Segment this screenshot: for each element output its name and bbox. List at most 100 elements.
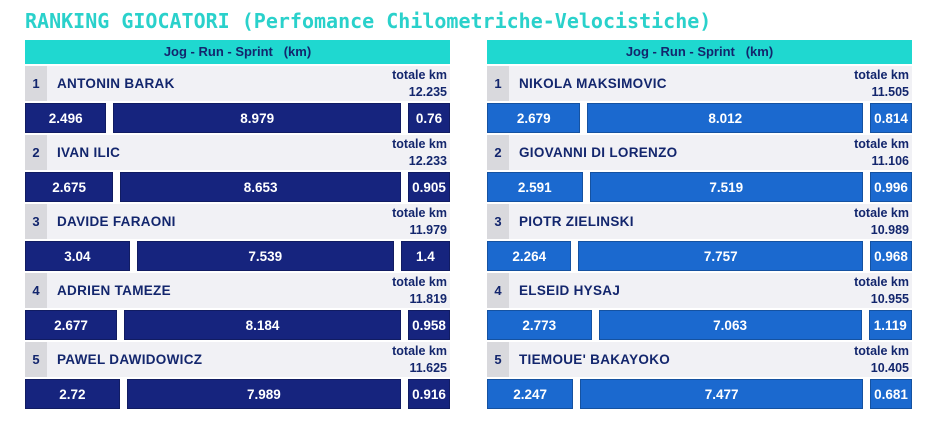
stacked-bar: 2.773 7.063 1.119 [487, 310, 912, 340]
totale-km-label: totale km [854, 206, 909, 221]
sprint-segment: 1.119 [868, 310, 912, 340]
jog-segment: 2.773 [487, 310, 592, 340]
rows: 1 NIKOLA MAKSIMOVIC totale km 11.505 2.6… [487, 66, 912, 409]
stacked-bar: 2.72 7.989 0.916 [25, 379, 450, 409]
sprint-segment: 0.814 [870, 103, 912, 133]
sprint-segment: 0.996 [870, 172, 912, 202]
player-row: 5 TIEMOUE' BAKAYOKO totale km 10.405 2.2… [487, 342, 912, 409]
sprint-segment: 0.916 [408, 379, 450, 409]
stacked-bar: 2.591 7.519 0.996 [487, 172, 912, 202]
totale-km-value: 11.819 [409, 291, 447, 306]
player-name: PIOTR ZIELINSKI [519, 214, 634, 229]
totale-km-label: totale km [392, 206, 447, 221]
player-name: IVAN ILIC [57, 145, 121, 160]
stacked-bar: 3.04 7.539 1.4 [25, 241, 450, 271]
totale-km: totale km 11.979 [392, 205, 450, 238]
player-label-row: 4 ELSEID HYSAJ totale km 10.955 [487, 273, 912, 308]
jog-segment: 2.496 [25, 103, 107, 133]
sprint-segment: 0.76 [408, 103, 450, 133]
sprint-segment: 0.905 [408, 172, 450, 202]
totale-km-value: 10.405 [870, 360, 909, 375]
totale-km: totale km 12.235 [392, 67, 450, 100]
totale-km: totale km 11.505 [854, 67, 912, 100]
rank-badge: 1 [487, 66, 509, 101]
sprint-segment: 1.4 [400, 241, 450, 271]
player-row: 4 ADRIEN TAMEZE totale km 11.819 2.677 8… [25, 273, 450, 340]
ranking-column-right: Jog - Run - Sprint (km) 1 NIKOLA MAKSIMO… [487, 40, 912, 409]
stacked-bar: 2.247 7.477 0.681 [487, 379, 912, 409]
run-segment: 8.653 [120, 172, 401, 202]
player-label-row: 2 GIOVANNI DI LORENZO totale km 11.106 [487, 135, 912, 170]
run-segment: 8.184 [123, 310, 401, 340]
player-row: 2 GIOVANNI DI LORENZO totale km 11.106 2… [487, 135, 912, 202]
player-row: 3 PIOTR ZIELINSKI totale km 10.989 2.264… [487, 204, 912, 271]
jog-segment: 2.679 [487, 103, 581, 133]
totale-km-value: 11.106 [871, 153, 909, 168]
totale-km: totale km 11.106 [854, 136, 912, 169]
ranking-column-left: Jog - Run - Sprint (km) 1 ANTONIN BARAK … [25, 40, 450, 409]
totale-km-value: 11.625 [409, 360, 447, 375]
run-segment: 8.012 [587, 103, 863, 133]
run-segment: 7.519 [589, 172, 863, 202]
rank-badge: 4 [25, 273, 47, 308]
run-segment: 7.477 [580, 379, 863, 409]
player-name: NIKOLA MAKSIMOVIC [519, 76, 667, 91]
player-row: 1 NIKOLA MAKSIMOVIC totale km 11.505 2.6… [487, 66, 912, 133]
player-name: PAWEL DAWIDOWICZ [57, 352, 203, 367]
jog-segment: 3.04 [25, 241, 130, 271]
player-name: TIEMOUE' BAKAYOKO [519, 352, 671, 367]
column-header: Jog - Run - Sprint (km) [487, 40, 912, 64]
sprint-segment: 0.968 [870, 241, 912, 271]
run-segment: 7.539 [136, 241, 394, 271]
totale-km-label: totale km [854, 344, 909, 359]
totale-km: totale km 10.405 [854, 343, 912, 376]
totale-km-label: totale km [854, 275, 909, 290]
rank-badge: 3 [25, 204, 47, 239]
totale-km-label: totale km [392, 344, 447, 359]
rank-badge: 2 [487, 135, 509, 170]
player-row: 4 ELSEID HYSAJ totale km 10.955 2.773 7.… [487, 273, 912, 340]
player-label-row: 4 ADRIEN TAMEZE totale km 11.819 [25, 273, 450, 308]
stacked-bar: 2.496 8.979 0.76 [25, 103, 450, 133]
ranking-board: Jog - Run - Sprint (km) 1 ANTONIN BARAK … [0, 40, 930, 409]
sprint-segment: 0.681 [870, 379, 912, 409]
totale-km-value: 11.505 [871, 84, 909, 99]
rank-badge: 5 [487, 342, 509, 377]
jog-segment: 2.247 [487, 379, 574, 409]
totale-km-value: 10.989 [870, 222, 909, 237]
rows: 1 ANTONIN BARAK totale km 12.235 2.496 8… [25, 66, 450, 409]
jog-segment: 2.677 [25, 310, 117, 340]
jog-segment: 2.591 [487, 172, 583, 202]
player-label-row: 2 IVAN ILIC totale km 12.233 [25, 135, 450, 170]
run-segment: 7.757 [578, 241, 863, 271]
run-segment: 8.979 [113, 103, 401, 133]
totale-km-label: totale km [854, 137, 909, 152]
jog-segment: 2.264 [487, 241, 572, 271]
totale-km-label: totale km [854, 68, 909, 83]
column-header: Jog - Run - Sprint (km) [25, 40, 450, 64]
jog-segment: 2.675 [25, 172, 114, 202]
totale-km-value: 11.979 [409, 222, 447, 237]
player-name: ELSEID HYSAJ [519, 283, 621, 298]
rank-badge: 2 [25, 135, 47, 170]
page-title: RANKING GIOCATORI (Perfomance Chilometri… [25, 9, 712, 33]
totale-km: totale km 11.625 [392, 343, 450, 376]
player-name: DAVIDE FARAONI [57, 214, 176, 229]
player-name: GIOVANNI DI LORENZO [519, 145, 678, 160]
totale-km: totale km 12.233 [392, 136, 450, 169]
player-label-row: 1 ANTONIN BARAK totale km 12.235 [25, 66, 450, 101]
player-name: ANTONIN BARAK [57, 76, 175, 91]
jog-segment: 2.72 [25, 379, 120, 409]
player-row: 5 PAWEL DAWIDOWICZ totale km 11.625 2.72… [25, 342, 450, 409]
stacked-bar: 2.679 8.012 0.814 [487, 103, 912, 133]
player-name: ADRIEN TAMEZE [57, 283, 171, 298]
totale-km: totale km 10.989 [854, 205, 912, 238]
player-row: 1 ANTONIN BARAK totale km 12.235 2.496 8… [25, 66, 450, 133]
stacked-bar: 2.677 8.184 0.958 [25, 310, 450, 340]
player-label-row: 5 PAWEL DAWIDOWICZ totale km 11.625 [25, 342, 450, 377]
rank-badge: 4 [487, 273, 509, 308]
player-row: 2 IVAN ILIC totale km 12.233 2.675 8.653… [25, 135, 450, 202]
totale-km: totale km 11.819 [392, 274, 450, 307]
player-label-row: 1 NIKOLA MAKSIMOVIC totale km 11.505 [487, 66, 912, 101]
totale-km-label: totale km [392, 275, 447, 290]
